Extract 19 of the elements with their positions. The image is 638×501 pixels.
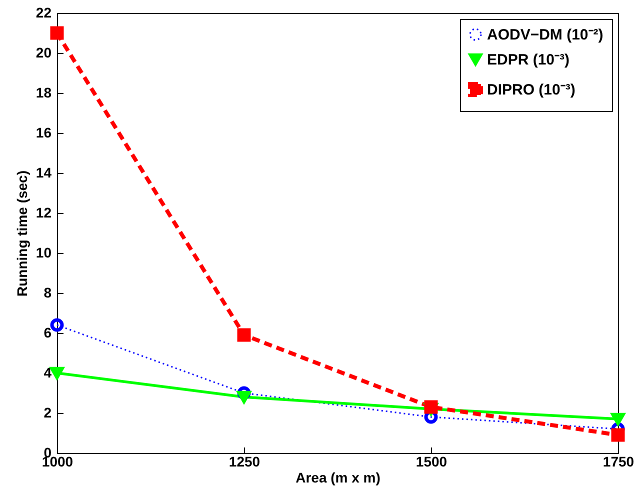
y-tick-label: 12: [36, 204, 52, 220]
y-tick-label: 6: [44, 324, 52, 340]
y-tick-label: 20: [36, 44, 52, 60]
x-tick-label: 1250: [228, 454, 260, 470]
y-tick-label: 22: [36, 4, 52, 20]
x-tick-label: 1500: [416, 454, 448, 470]
y-tick-label: 16: [36, 124, 52, 140]
y-tick-label: 8: [44, 284, 52, 300]
legend-label: EDPR (10⁻³): [487, 52, 570, 68]
y-axis-title: Running time (sec): [14, 170, 30, 297]
y-tick-label: 18: [36, 84, 52, 100]
y-tick-label: 4: [44, 364, 52, 380]
legend-label: AODV−DM (10⁻²): [487, 26, 604, 44]
y-tick-label: 2: [44, 404, 52, 420]
x-tick-label: 1750: [602, 454, 634, 470]
y-tick-label: 10: [36, 244, 52, 260]
x-axis-title: Area (m x m): [296, 470, 380, 486]
y-tick-label: 14: [36, 164, 52, 180]
legend-label: DIPRO (10⁻³): [487, 82, 576, 98]
